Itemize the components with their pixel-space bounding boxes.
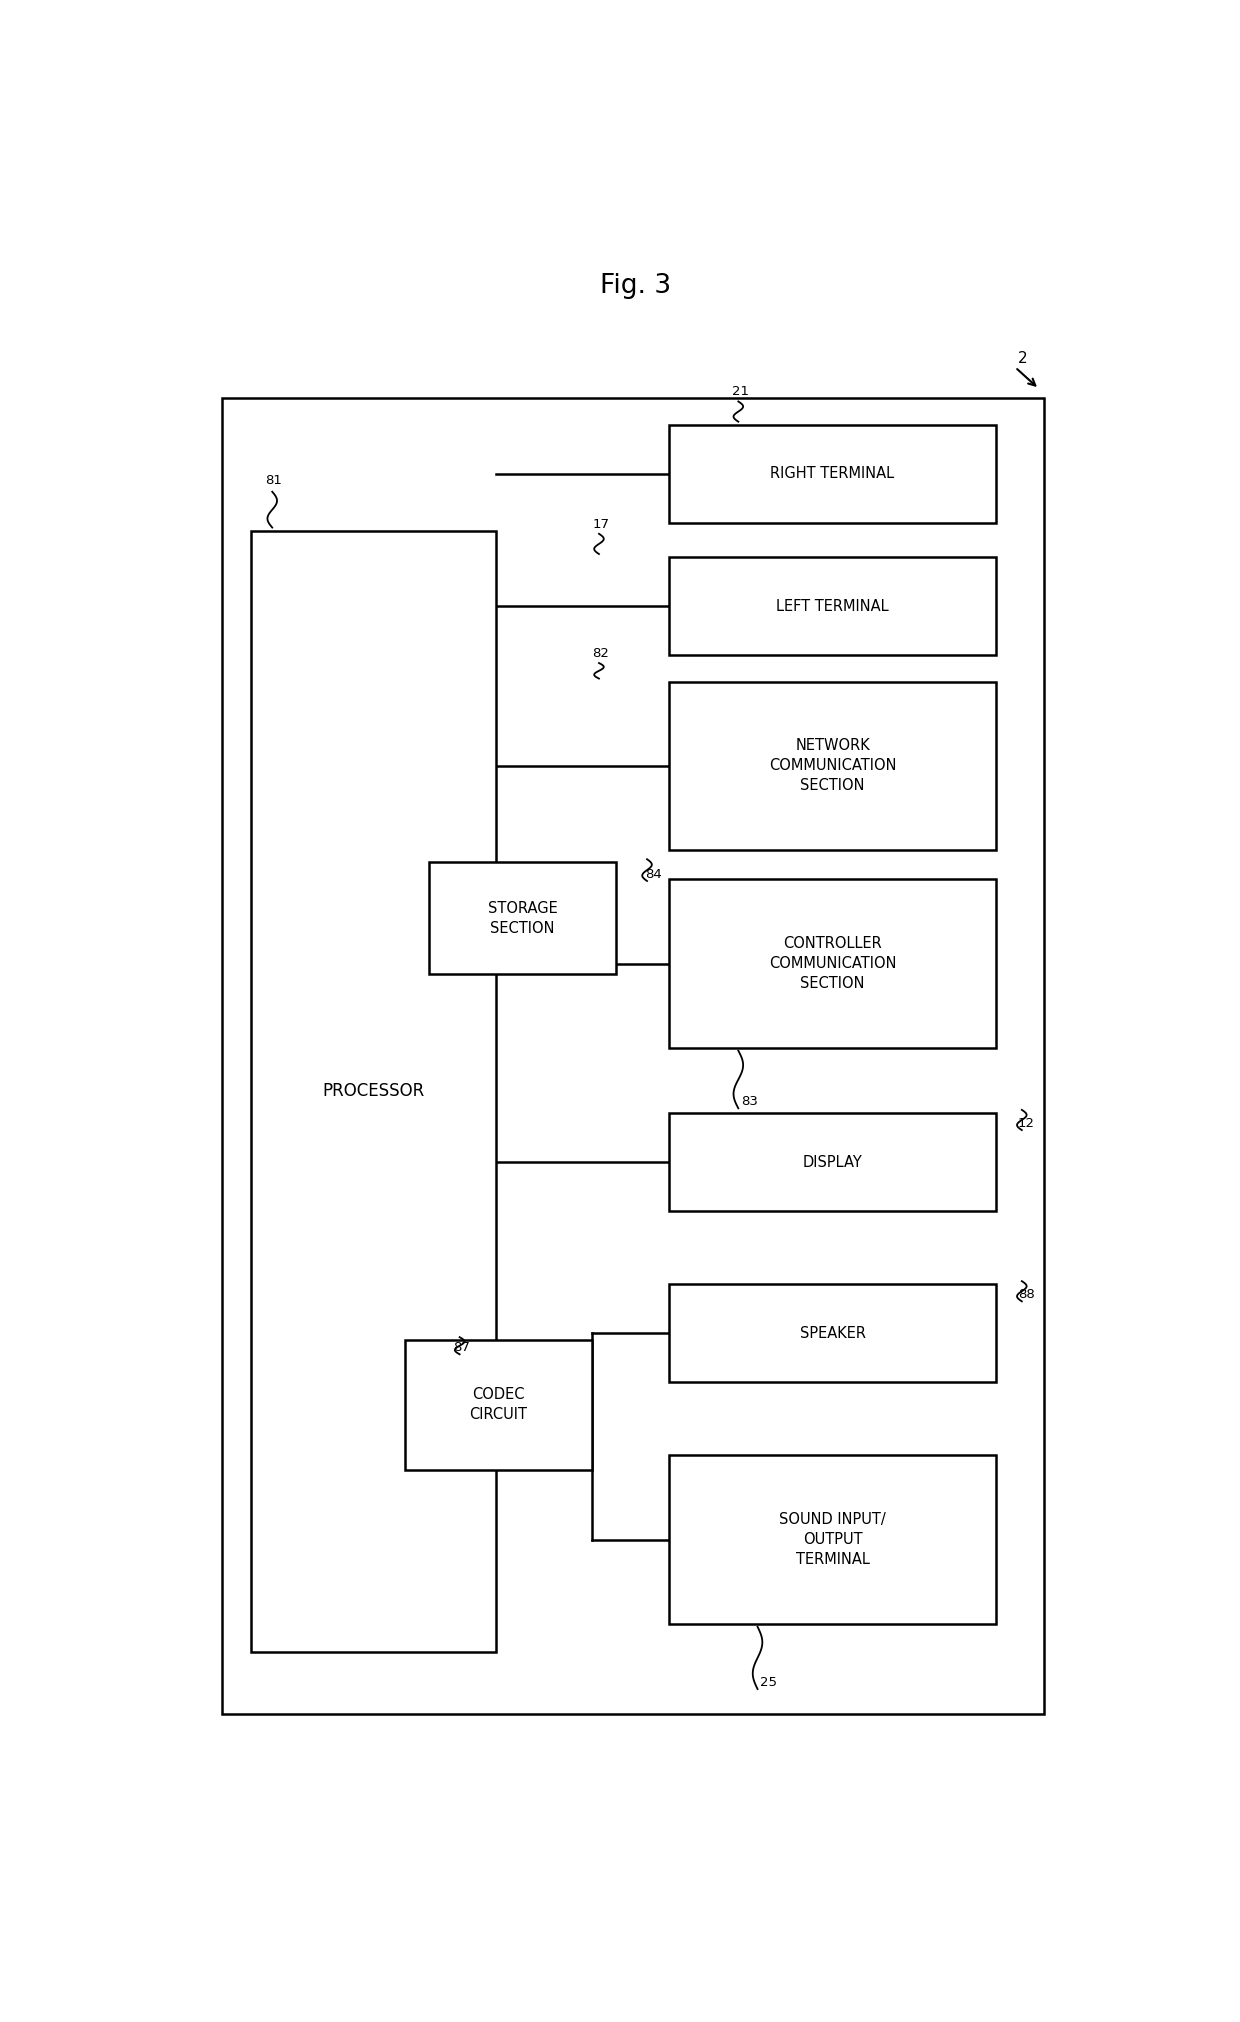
Text: 21: 21 [732, 386, 749, 398]
Text: 25: 25 [760, 1676, 777, 1688]
Text: 12: 12 [1018, 1116, 1035, 1130]
Bar [670, 558, 996, 655]
Text: Fig. 3: Fig. 3 [600, 273, 671, 299]
Text: NETWORK
COMMUNICATION
SECTION: NETWORK COMMUNICATION SECTION [769, 738, 897, 793]
Bar [670, 1112, 996, 1211]
Text: CODEC
CIRCUIT: CODEC CIRCUIT [470, 1387, 527, 1421]
Text: 2: 2 [1018, 350, 1028, 366]
Bar [670, 425, 996, 524]
Text: STORAGE
SECTION: STORAGE SECTION [487, 902, 558, 936]
Bar [670, 1456, 996, 1624]
Text: 82: 82 [593, 647, 609, 659]
Bar [222, 398, 1044, 1715]
Text: 84: 84 [645, 867, 662, 882]
Bar [670, 1284, 996, 1383]
Bar [670, 681, 996, 849]
Bar [250, 530, 496, 1652]
Text: CONTROLLER
COMMUNICATION
SECTION: CONTROLLER COMMUNICATION SECTION [769, 936, 897, 991]
Text: DISPLAY: DISPLAY [802, 1155, 862, 1169]
Text: 87: 87 [453, 1341, 470, 1355]
Text: 83: 83 [742, 1096, 758, 1108]
Bar [429, 861, 616, 975]
Text: SPEAKER: SPEAKER [800, 1326, 866, 1341]
Text: 88: 88 [1018, 1288, 1034, 1302]
Text: LEFT TERMINAL: LEFT TERMINAL [776, 599, 889, 615]
Text: PROCESSOR: PROCESSOR [322, 1082, 425, 1100]
Bar [404, 1341, 593, 1470]
Bar [670, 880, 996, 1047]
Text: 17: 17 [593, 518, 609, 530]
Text: 81: 81 [265, 473, 283, 487]
Text: SOUND INPUT/
OUTPUT
TERMINAL: SOUND INPUT/ OUTPUT TERMINAL [779, 1512, 885, 1567]
Text: RIGHT TERMINAL: RIGHT TERMINAL [770, 467, 894, 481]
